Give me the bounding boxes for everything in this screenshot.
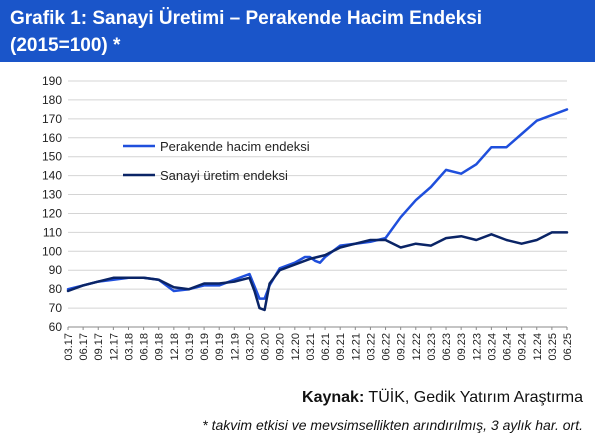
chart-title-bar: Grafik 1: Sanayi Üretimi – Perakende Hac… [0, 0, 595, 62]
source-note: Kaynak: TÜİK, Gedik Yatırım Araştırma [302, 389, 583, 407]
x-tick-label-09.21: 09.21 [335, 333, 347, 361]
y-tick-label-190: 190 [42, 74, 62, 88]
x-tick-label-12.18: 12.18 [169, 333, 181, 361]
y-tick-label-70: 70 [49, 301, 63, 315]
x-tick-label-03.23: 03.23 [426, 333, 438, 361]
chart-title-line-2: (2015=100) * [10, 35, 121, 56]
y-tick-label-140: 140 [42, 169, 62, 183]
x-tick-label-03.17: 03.17 [63, 333, 75, 361]
x-tick-label-09.17: 09.17 [93, 333, 105, 361]
x-tick-label-09.23: 09.23 [456, 333, 468, 361]
legend-label-2: Sanayi üretim endeksi [160, 168, 288, 183]
y-tick-label-170: 170 [42, 112, 62, 126]
y-tick-label-180: 180 [42, 93, 62, 107]
x-tick-label-03.19: 03.19 [184, 333, 196, 361]
x-tick-label-12.17: 12.17 [108, 333, 120, 361]
x-tick-label-12.24: 12.24 [532, 333, 544, 361]
x-tick-label-03.22: 03.22 [365, 333, 377, 361]
x-tick-label-06.18: 06.18 [139, 333, 151, 361]
x-tick-label-12.23: 12.23 [471, 333, 483, 361]
x-tick-label-06.19: 06.19 [199, 333, 211, 361]
footnote: * takvim etkisi ve mevsimsellikten arınd… [202, 417, 583, 433]
x-tick-label-03.24: 03.24 [486, 333, 498, 361]
x-tick-label-12.20: 12.20 [290, 333, 302, 361]
y-tick-label-60: 60 [49, 320, 63, 334]
y-tick-label-120: 120 [42, 206, 62, 220]
y-tick-label-130: 130 [42, 188, 62, 202]
y-tick-label-100: 100 [42, 244, 62, 258]
x-tick-label-06.21: 06.21 [320, 333, 332, 361]
x-tick-label-03.25: 03.25 [547, 333, 559, 361]
x-tick-label-06.17: 06.17 [78, 333, 90, 361]
x-tick-label-06.25: 06.25 [562, 333, 574, 361]
source-text: TÜİK, Gedik Yatırım Araştırma [364, 389, 583, 406]
y-tick-label-160: 160 [42, 131, 62, 145]
x-tick-label-12.21: 12.21 [350, 333, 362, 361]
x-tick-label-06.24: 06.24 [502, 333, 514, 361]
y-tick-label-110: 110 [43, 225, 62, 239]
x-tick-label-09.20: 09.20 [275, 333, 287, 361]
chart-title-line-1: Grafik 1: Sanayi Üretimi – Perakende Hac… [10, 8, 483, 29]
x-tick-label-03.20: 03.20 [244, 333, 256, 361]
y-tick-label-80: 80 [49, 282, 63, 296]
legend-label-1: Perakende hacim endeksi [160, 139, 310, 154]
x-tick-label-09.18: 09.18 [154, 333, 166, 361]
source-label: Kaynak [302, 389, 359, 406]
x-tick-label-03.21: 03.21 [305, 333, 317, 361]
x-tick-label-06.23: 06.23 [441, 333, 453, 361]
line-chart: 60 70 80 90 100 110 120 130 140 150 160 170 180 190 03… [42, 74, 574, 361]
x-tick-label-12.19: 12.19 [229, 333, 241, 361]
x-tick-label-06.22: 06.22 [381, 333, 393, 361]
y-tick-label-150: 150 [42, 150, 62, 164]
x-tick-label-09.22: 09.22 [396, 333, 408, 361]
x-tick-label-12.22: 12.22 [411, 333, 423, 361]
y-tick-label-90: 90 [49, 263, 63, 277]
source-separator: : [358, 389, 365, 406]
x-tick-label-09.24: 09.24 [517, 333, 529, 361]
x-tick-label-09.19: 09.19 [214, 333, 226, 361]
series-line-2 [66, 231, 569, 312]
x-tick-label-06.20: 06.20 [260, 333, 272, 361]
x-tick-label-03.18: 03.18 [123, 333, 135, 361]
